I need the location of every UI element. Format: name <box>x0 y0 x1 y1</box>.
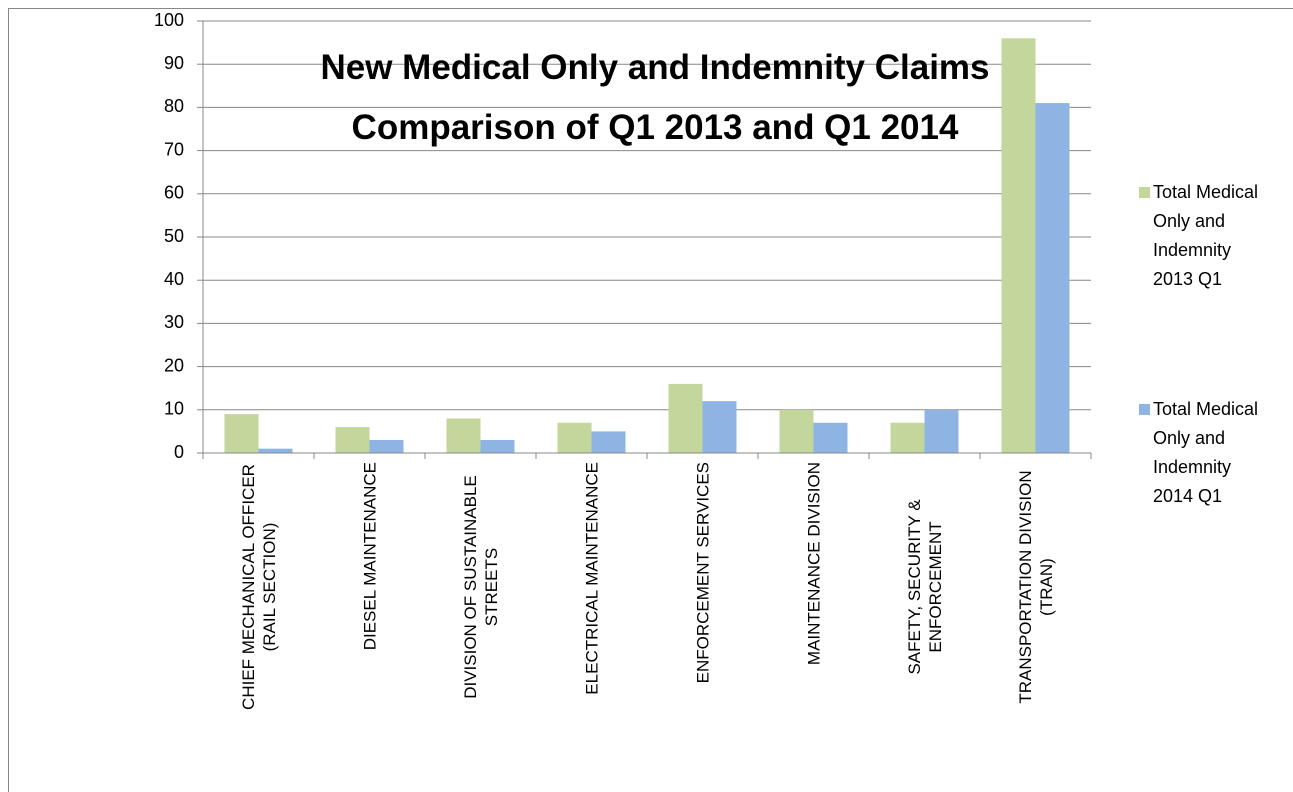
x-tick-label: CHIEF MECHANICAL OFFICER (RAIL SECTION) <box>238 464 279 710</box>
y-tick-label: 40 <box>164 269 184 289</box>
x-tick-label: ELECTRICAL MAINTENANCE <box>582 462 601 695</box>
bar <box>890 422 925 453</box>
bar <box>557 422 592 453</box>
x-tick-label: SAFETY, SECURITY & ENFORCEMENT <box>904 499 945 675</box>
bar <box>779 409 814 453</box>
y-tick-label: 70 <box>164 139 184 159</box>
x-tick-label: DIVISION OF SUSTAINABLE STREETS <box>460 475 501 699</box>
y-tick-label: 50 <box>164 226 184 246</box>
bar <box>1001 38 1036 453</box>
y-tick-label: 30 <box>164 312 184 332</box>
chart-frame <box>8 8 1293 792</box>
bar <box>224 414 259 453</box>
bar <box>813 422 848 453</box>
y-tick-label: 10 <box>164 399 184 419</box>
x-tick-label: TRANSPORTATION DIVISION (TRAN) <box>1015 470 1056 704</box>
x-tick-label: DIESEL MAINTENANCE <box>360 462 379 651</box>
legend-swatch <box>1139 404 1150 415</box>
bar <box>480 440 515 453</box>
bar <box>702 401 737 453</box>
bar <box>335 427 370 453</box>
bar <box>668 383 703 453</box>
legend-swatch <box>1139 187 1150 198</box>
y-tick-label: 90 <box>164 53 184 73</box>
x-tick-label: ENFORCEMENT SERVICES <box>693 462 712 684</box>
y-tick-label: 0 <box>174 442 184 462</box>
bar <box>369 440 404 453</box>
bar <box>924 409 959 453</box>
bar <box>258 448 293 453</box>
legend-label: Total Medical Only and Indemnity 2014 Q1 <box>1153 399 1259 506</box>
y-tick-label: 20 <box>164 355 184 375</box>
legend-label: Total Medical Only and Indemnity 2013 Q1 <box>1153 182 1259 289</box>
bar <box>446 418 481 453</box>
chart-title: New Medical Only and Indemnity Claims Co… <box>320 48 990 147</box>
bar <box>591 431 626 453</box>
y-tick-label: 60 <box>164 183 184 203</box>
bar <box>1035 103 1070 453</box>
y-tick-label: 100 <box>154 10 184 30</box>
x-tick-label: MAINTENANCE DIVISION <box>804 462 823 666</box>
y-tick-label: 80 <box>164 96 184 116</box>
